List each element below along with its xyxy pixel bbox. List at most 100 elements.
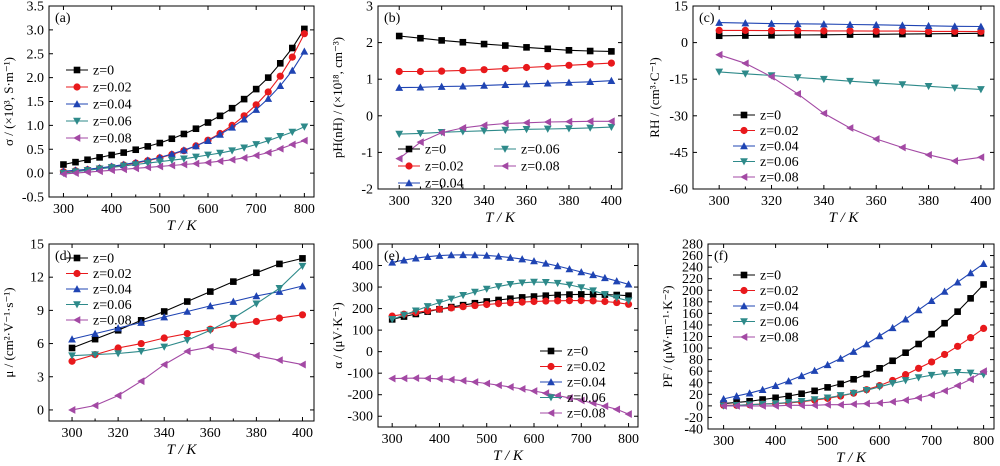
data-point (586, 47, 594, 55)
x-tick-label: 800 (618, 432, 639, 447)
data-point (180, 146, 188, 154)
data-point (180, 160, 188, 169)
data-point (298, 262, 307, 271)
data-point (823, 360, 832, 369)
data-point (966, 369, 975, 377)
y-tick-label: 100 (682, 342, 703, 357)
data-point (137, 318, 146, 326)
data-point (204, 151, 212, 159)
data-point (553, 279, 562, 288)
data-point (875, 399, 883, 407)
y-tick-label: 1 (366, 73, 373, 88)
y-tick-label: 15 (30, 238, 44, 253)
y-tick-label: 80 (689, 353, 703, 368)
data-point (811, 387, 818, 395)
data-point (435, 305, 444, 313)
data-point (771, 381, 780, 389)
y-tick-label: 3 (37, 370, 44, 385)
y-tick-label: 1.0 (27, 119, 45, 134)
data-point (793, 74, 802, 82)
data-point (206, 342, 214, 351)
legend-item-z004: z=0.04 (66, 98, 132, 113)
data-point (732, 392, 741, 400)
data-point (423, 374, 431, 383)
data-point (183, 347, 191, 356)
data-point (758, 401, 766, 410)
data-point (216, 149, 224, 157)
y-tick-label: -300 (347, 410, 373, 425)
y-tick-label: 120 (682, 330, 703, 345)
data-point (506, 253, 515, 261)
data-point (819, 20, 828, 28)
data-point (914, 393, 922, 402)
series-line-z008 (719, 54, 981, 162)
legend-item-z008: z=0.08 (66, 132, 132, 147)
legend-marker (405, 162, 413, 170)
data-point (459, 291, 467, 300)
data-point (967, 334, 975, 342)
data-point (482, 285, 491, 293)
y-tick-label: 3 (366, 0, 373, 15)
legend-marker (73, 301, 81, 309)
data-point (719, 401, 727, 410)
data-point (601, 297, 609, 306)
data-point (91, 329, 99, 337)
data-point (624, 297, 633, 305)
data-point (68, 352, 76, 360)
data-point (207, 288, 214, 295)
x-tick-label: 500 (149, 202, 170, 217)
data-point (276, 72, 284, 80)
data-point (240, 95, 248, 103)
legend: z=0z=0.02z=0.04z=0.06z=0.08 (66, 252, 132, 329)
legend-item-z006: z=0.06 (66, 298, 132, 313)
data-point (924, 27, 933, 35)
legend-marker (740, 302, 748, 310)
data-point (206, 326, 215, 335)
plot-frame (377, 5, 623, 190)
data-point (114, 350, 123, 358)
data-point (300, 47, 309, 55)
data-point (888, 323, 897, 332)
data-point (784, 399, 793, 407)
legend-item-z008: z=0.08 (66, 314, 132, 329)
data-point (872, 27, 880, 35)
data-point (577, 396, 585, 405)
data-point (68, 357, 76, 365)
legend-label: z=0.08 (93, 314, 132, 329)
plot-area (395, 32, 616, 163)
legend-marker (73, 83, 81, 91)
y-tick-label: 200 (682, 284, 703, 299)
data-point (554, 297, 562, 305)
legend-label: z=0.06 (93, 298, 132, 313)
data-point (542, 297, 550, 305)
data-point (715, 32, 723, 40)
panel-a: 300 400 500 600 700 800 -0.5 0.0 0.5 1.0 1.5 2.0 2.5… (1, 0, 315, 234)
x-tick-label: 400 (101, 202, 122, 217)
data-point (228, 147, 236, 155)
legend-item-z002: z=0.02 (733, 284, 799, 299)
data-point (252, 300, 261, 308)
data-point (901, 377, 910, 385)
data-point (435, 374, 443, 383)
y-tick-label: 0 (696, 399, 703, 414)
data-point (388, 258, 397, 266)
data-point (914, 374, 923, 382)
legend-marker (547, 378, 555, 386)
data-point (501, 119, 509, 128)
y-tick-label: -45 (669, 146, 688, 161)
legend-item-z0: z=0 (733, 269, 781, 284)
data-point (927, 296, 936, 304)
data-point (715, 68, 724, 76)
data-point (252, 351, 260, 360)
legend: z=0z=0.02z=0.04z=0.06z=0.08 (66, 64, 132, 147)
data-point (902, 371, 910, 379)
data-point (565, 297, 574, 305)
x-tick-label: 300 (382, 432, 403, 447)
data-point (108, 151, 115, 159)
data-point (160, 360, 168, 369)
data-point (797, 397, 806, 406)
data-point (180, 130, 188, 138)
data-point (156, 139, 164, 147)
legend-label: z=0.08 (760, 331, 799, 346)
legend-item-z006: z=0.06 (540, 391, 606, 406)
